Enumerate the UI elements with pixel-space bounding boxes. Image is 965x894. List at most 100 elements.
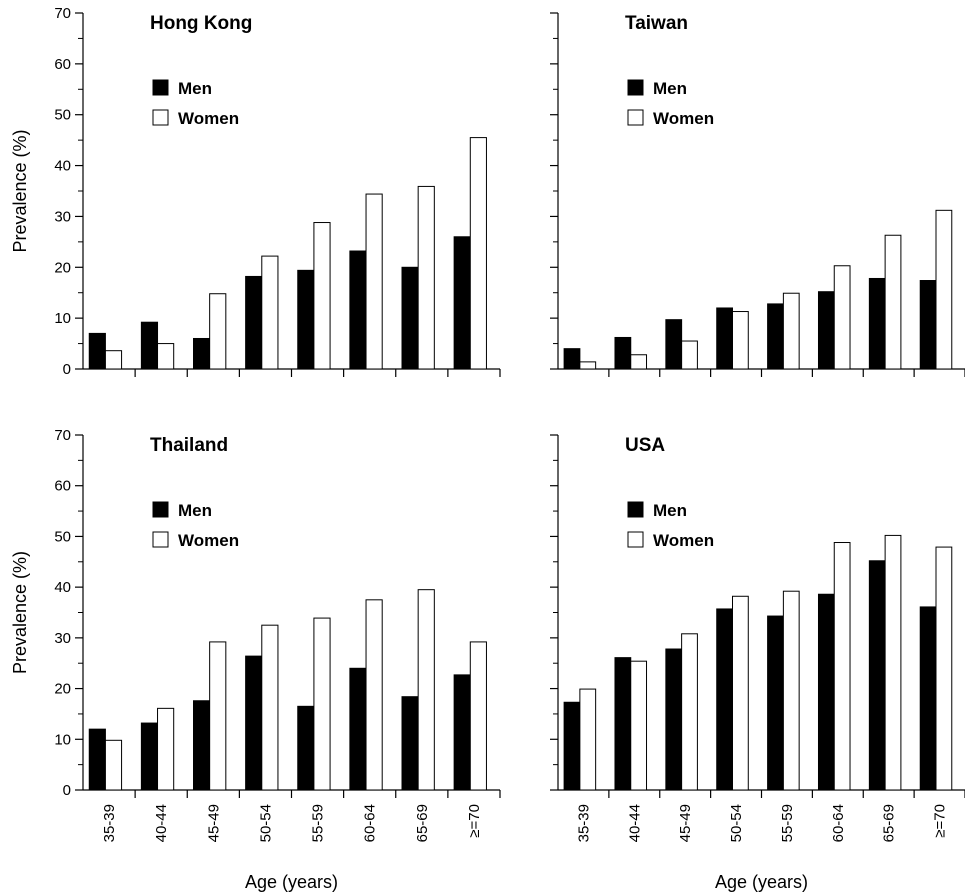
- category-label: 35-39: [575, 804, 592, 842]
- bar-women: [365, 193, 383, 370]
- bar-women: [732, 595, 749, 791]
- category-label: 40-44: [626, 804, 643, 842]
- bar-women: [884, 534, 902, 791]
- bar-men: [767, 303, 784, 370]
- bar-women: [417, 185, 435, 370]
- bar-men: [401, 266, 419, 370]
- bar-men: [563, 348, 581, 370]
- bar-men: [868, 560, 886, 791]
- y-tick-label: 60: [54, 478, 71, 495]
- category-label: 65-69: [881, 804, 898, 842]
- y-tick-label: 30: [54, 630, 71, 647]
- bar-men: [245, 655, 263, 791]
- bar-men: [297, 705, 315, 791]
- chart-panel: USA Men Women 35-39 40-44 45-49 50-54 55-59 60-6…: [550, 434, 965, 892]
- legend-swatch-women: [152, 531, 169, 548]
- category-label: 55-59: [779, 804, 796, 842]
- bar-women: [579, 361, 597, 370]
- bar-women: [157, 343, 175, 370]
- bar-men: [193, 337, 211, 370]
- y-tick-label: 50: [54, 107, 71, 124]
- category-label: 60-64: [830, 804, 847, 842]
- y-axis-title: Prevalence (%): [10, 551, 30, 674]
- category-label: ≥=70: [932, 804, 949, 838]
- y-tick-label: 20: [54, 259, 71, 276]
- bar-women: [209, 641, 227, 791]
- chart-panel: Taiwan Men Women: [550, 12, 965, 377]
- category-label: 50-54: [728, 804, 745, 842]
- legend-label-women: Women: [653, 109, 714, 128]
- category-label: 55-59: [310, 804, 327, 842]
- legend-label-women: Women: [178, 109, 239, 128]
- y-tick-label: 70: [54, 427, 71, 444]
- bar-women: [104, 739, 123, 791]
- legend-swatch-men: [152, 79, 169, 96]
- bar-men: [297, 269, 315, 370]
- bar-women: [157, 707, 175, 791]
- legend-label-women: Women: [653, 531, 714, 550]
- y-tick-label: 0: [63, 782, 71, 799]
- bar-women: [782, 590, 800, 791]
- bar-men: [453, 236, 471, 370]
- bar-men: [817, 593, 835, 791]
- bar-men: [767, 615, 784, 791]
- bar-men: [349, 667, 367, 791]
- category-label: ≥=70: [466, 804, 483, 838]
- bar-women: [417, 589, 435, 791]
- bar-men: [88, 728, 106, 791]
- y-axis-title: Prevalence (%): [10, 129, 30, 252]
- bar-men: [349, 250, 367, 370]
- panel-title: Thailand: [150, 435, 228, 456]
- bar-men: [401, 696, 419, 791]
- bar-women: [630, 660, 648, 791]
- bar-men: [614, 657, 632, 791]
- y-tick-label: 50: [54, 528, 71, 545]
- bar-women: [681, 340, 698, 370]
- legend-label-men: Men: [178, 79, 212, 98]
- category-label: 45-49: [677, 804, 694, 842]
- bar-women: [935, 209, 953, 370]
- bar-men: [88, 332, 106, 370]
- bar-men: [817, 291, 835, 370]
- bar-women: [261, 624, 279, 791]
- category-label: 35-39: [101, 804, 118, 842]
- bar-men: [919, 280, 937, 370]
- bar-men: [245, 275, 263, 370]
- bar-men: [665, 319, 683, 370]
- bar-men: [614, 336, 632, 370]
- chart-panel: 0 10 20 30 40 50 60 70 Thailand Men Women Prevalenc…: [10, 427, 501, 892]
- panel-title: Hong Kong: [150, 13, 252, 34]
- category-label: 65-69: [414, 804, 431, 842]
- bar-men: [919, 606, 937, 791]
- category-label: 50-54: [257, 804, 274, 842]
- category-label: 40-44: [153, 804, 170, 842]
- bar-men: [716, 307, 734, 370]
- bar-women: [884, 234, 902, 370]
- legend-swatch-men: [627, 79, 644, 96]
- bar-women: [833, 542, 851, 791]
- legend-label-women: Women: [178, 531, 239, 550]
- y-tick-label: 20: [54, 681, 71, 698]
- legend-label-men: Men: [653, 501, 687, 520]
- bar-women: [579, 688, 597, 791]
- bar-women: [681, 633, 698, 791]
- y-tick-label: 30: [54, 208, 71, 225]
- bar-men: [140, 722, 159, 791]
- y-tick-label: 10: [54, 731, 71, 748]
- bar-women: [630, 354, 648, 370]
- legend-swatch-men: [152, 501, 169, 518]
- chart-panel: 0 10 20 30 40 50 60 70 Hong Kong Men Women Prevalen…: [10, 5, 501, 378]
- x-axis-title: Age (years): [245, 872, 338, 892]
- bar-women: [732, 311, 749, 370]
- legend-swatch-men: [627, 501, 644, 518]
- bar-men: [193, 700, 211, 791]
- x-axis-title: Age (years): [715, 872, 808, 892]
- bar-women: [313, 617, 331, 791]
- bar-women: [833, 265, 851, 370]
- panel-title: Taiwan: [625, 13, 688, 34]
- bar-men: [563, 701, 581, 791]
- bar-women: [469, 641, 487, 791]
- y-tick-label: 70: [54, 5, 71, 22]
- y-tick-label: 40: [54, 158, 71, 175]
- legend-label-men: Men: [653, 79, 687, 98]
